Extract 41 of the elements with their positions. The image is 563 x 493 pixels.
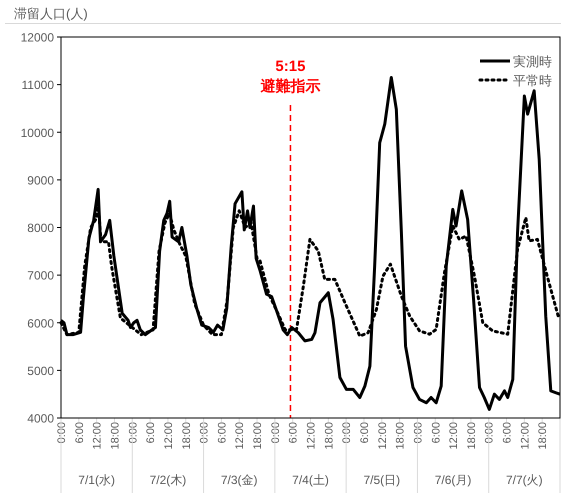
y-axis-title: 滞留人口(人) xyxy=(14,6,88,21)
x-tick-label: 6:00 xyxy=(502,422,514,444)
x-tick-label: 18:00 xyxy=(323,422,336,450)
x-tick-label: 12:00 xyxy=(234,422,246,450)
x-tick-label: 6:00 xyxy=(145,422,158,444)
text: 7/2(木) xyxy=(150,473,186,487)
x-tick-label: 6:00 xyxy=(358,422,371,444)
text: 7/7(火) xyxy=(506,473,543,487)
x-tick-label: 18:00 xyxy=(537,422,550,450)
ref-line-label: 5:15 避難指示 xyxy=(259,58,320,95)
legend-label: 実測時 xyxy=(513,54,552,69)
x-tick-label: 12:00 xyxy=(306,422,318,450)
x-tick-label: 18:00 xyxy=(180,422,193,450)
y-tick-label: 9000 xyxy=(27,173,54,188)
legend-label: 平常時 xyxy=(513,73,552,88)
y-tick-label: 6000 xyxy=(27,316,54,330)
text: 7/6(月) xyxy=(434,473,472,487)
y-tick-label: 11000 xyxy=(22,78,54,92)
x-tick-label: 18:00 xyxy=(466,422,478,450)
x-tick-label: 18:00 xyxy=(252,422,264,450)
text: 7/4(土) xyxy=(292,473,329,487)
y-tick-label: 8000 xyxy=(27,221,54,235)
y-tick-label: 10000 xyxy=(20,126,54,140)
y-tick-label: 5000 xyxy=(27,364,54,378)
y-tick-label: 4000 xyxy=(27,412,54,426)
x-tick-label: 6:00 xyxy=(430,422,442,444)
x-tick-label: 6:00 xyxy=(216,422,228,444)
y-tick-label: 7000 xyxy=(27,268,54,283)
x-tick-label: 18:00 xyxy=(109,422,122,450)
x-tick-label: 6:00 xyxy=(74,422,86,444)
x-tick-label: 18:00 xyxy=(394,422,407,450)
x-tick-label: 6:00 xyxy=(288,422,300,444)
text: 7/1(水) xyxy=(78,473,115,487)
x-tick-label: 12:00 xyxy=(519,422,532,450)
text: 7/5(日) xyxy=(363,473,400,487)
text: 7/3(金) xyxy=(220,473,258,487)
x-tick-label: 12:00 xyxy=(448,422,460,450)
x-tick-label: 12:00 xyxy=(92,422,104,450)
x-tick-label: 12:00 xyxy=(162,422,175,450)
x-tick-label: 12:00 xyxy=(376,422,389,450)
y-tick-label: 12000 xyxy=(20,30,54,44)
